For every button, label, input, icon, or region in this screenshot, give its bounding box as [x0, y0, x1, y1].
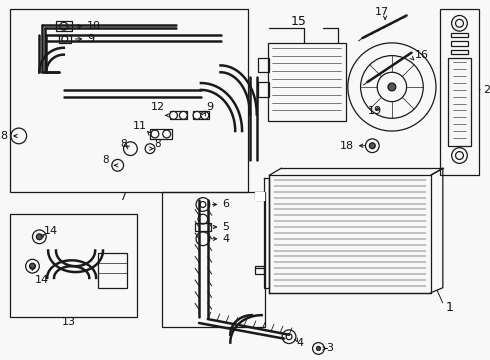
Circle shape [36, 234, 42, 240]
Circle shape [317, 346, 320, 350]
Circle shape [201, 112, 209, 119]
Text: 8: 8 [121, 139, 127, 149]
Text: 4: 4 [222, 234, 230, 244]
Circle shape [170, 112, 177, 119]
Text: 2: 2 [483, 85, 490, 95]
Text: 8: 8 [102, 156, 109, 165]
Text: 12: 12 [150, 102, 165, 112]
Circle shape [286, 334, 292, 339]
Bar [150, 129, 172, 139]
Text: 9: 9 [87, 34, 95, 44]
Bar [98, 253, 127, 288]
Text: 14: 14 [44, 226, 58, 236]
Text: 6: 6 [222, 199, 229, 210]
Text: 13: 13 [62, 317, 76, 327]
Bar [255, 266, 264, 274]
Bar [451, 41, 468, 46]
Circle shape [62, 36, 68, 42]
Text: 16: 16 [415, 50, 428, 60]
Text: 15: 15 [291, 15, 307, 28]
Circle shape [151, 130, 159, 138]
Bar [451, 50, 468, 54]
Text: 8: 8 [154, 139, 161, 149]
Bar [59, 35, 71, 43]
Text: 4: 4 [297, 338, 304, 347]
Bar [440, 9, 479, 175]
Text: 17: 17 [375, 6, 389, 17]
Text: 18: 18 [340, 141, 354, 151]
Bar [10, 214, 137, 317]
Text: 5: 5 [222, 222, 229, 232]
Circle shape [456, 19, 464, 27]
Text: 19: 19 [368, 107, 382, 116]
Circle shape [369, 143, 375, 149]
Bar [162, 192, 265, 327]
Text: 11: 11 [133, 121, 147, 131]
Bar [270, 175, 431, 293]
Circle shape [193, 112, 201, 119]
Bar [258, 58, 270, 72]
Bar [255, 192, 264, 199]
Text: 7: 7 [119, 192, 126, 202]
Circle shape [29, 263, 35, 269]
Text: 3: 3 [326, 343, 333, 354]
Bar [258, 82, 270, 97]
Bar [451, 33, 468, 37]
Bar [56, 21, 72, 31]
Bar [10, 9, 248, 192]
Bar [193, 112, 209, 119]
Bar [195, 223, 211, 231]
Circle shape [200, 202, 206, 207]
Text: 8: 8 [0, 131, 7, 141]
Bar [170, 112, 187, 119]
Text: 1: 1 [446, 301, 454, 314]
Circle shape [60, 22, 68, 30]
Circle shape [163, 130, 171, 138]
Circle shape [388, 83, 396, 91]
Text: 9: 9 [206, 102, 213, 112]
Circle shape [179, 112, 187, 119]
Bar [268, 43, 346, 121]
Bar [448, 58, 471, 146]
Text: 10: 10 [87, 21, 101, 31]
Text: 14: 14 [34, 275, 49, 285]
